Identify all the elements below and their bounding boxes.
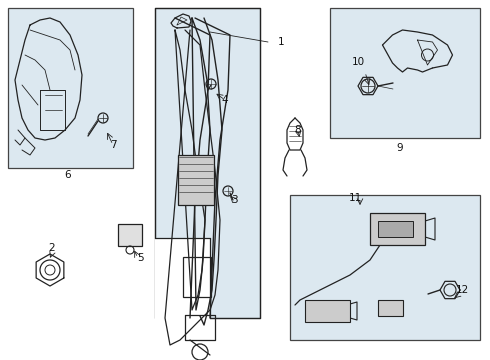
Bar xyxy=(290,195,480,340)
Text: 5: 5 xyxy=(137,253,143,263)
Bar xyxy=(330,8,480,138)
Text: 9: 9 xyxy=(397,143,403,153)
Bar xyxy=(183,257,211,297)
Text: 11: 11 xyxy=(348,193,362,203)
Bar xyxy=(370,213,425,245)
Text: 1: 1 xyxy=(278,37,285,47)
Bar xyxy=(378,221,413,237)
Bar xyxy=(118,224,142,246)
Bar xyxy=(155,8,260,318)
Text: 8: 8 xyxy=(294,125,301,135)
Text: 4: 4 xyxy=(221,95,228,105)
Text: 3: 3 xyxy=(231,195,237,205)
Text: 12: 12 xyxy=(455,285,468,295)
Bar xyxy=(378,300,403,316)
Bar xyxy=(8,8,133,168)
Text: 6: 6 xyxy=(65,170,72,180)
Text: 10: 10 xyxy=(351,57,365,67)
Bar xyxy=(155,238,210,326)
Bar xyxy=(305,300,350,322)
Bar xyxy=(178,155,214,205)
Text: 2: 2 xyxy=(49,243,55,253)
Text: 7: 7 xyxy=(110,140,116,150)
